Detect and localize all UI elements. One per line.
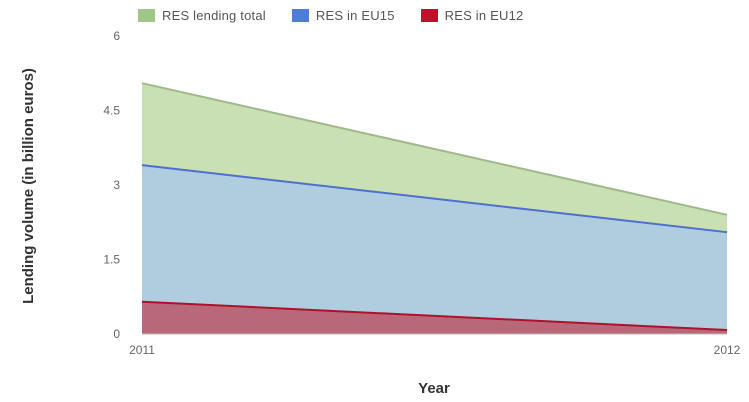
x-tick-label: 2011	[129, 343, 155, 357]
y-tick-label: 3	[113, 178, 120, 192]
legend-item-eu15[interactable]: RES in EU15	[291, 8, 395, 23]
y-tick-label: 4.5	[103, 104, 120, 118]
legend-label-total: RES lending total	[162, 8, 266, 23]
legend-label-eu15: RES in EU15	[315, 8, 395, 23]
legend-swatch-eu12	[420, 9, 438, 22]
line-series-0	[141, 82, 728, 216]
legend-swatch-eu15	[291, 9, 309, 22]
legend-label-eu12: RES in EU12	[444, 8, 524, 23]
line-series-1	[141, 164, 728, 234]
area-series-1	[142, 165, 727, 334]
legend-swatch-total	[138, 9, 155, 22]
y-tick-label: 0	[113, 327, 120, 341]
x-tick-label: 2012	[714, 343, 741, 357]
line-series-2	[141, 300, 728, 332]
x-axis-title: Year	[418, 380, 450, 397]
y-tick-label: 1.5	[103, 253, 120, 267]
legend-item-eu12[interactable]: RES in EU12	[420, 8, 524, 23]
legend-item-total[interactable]: RES lending total	[138, 8, 266, 23]
y-tick-label: 6	[113, 29, 120, 43]
legend: RES lending total RES in EU15 RES in EU1…	[138, 8, 523, 23]
